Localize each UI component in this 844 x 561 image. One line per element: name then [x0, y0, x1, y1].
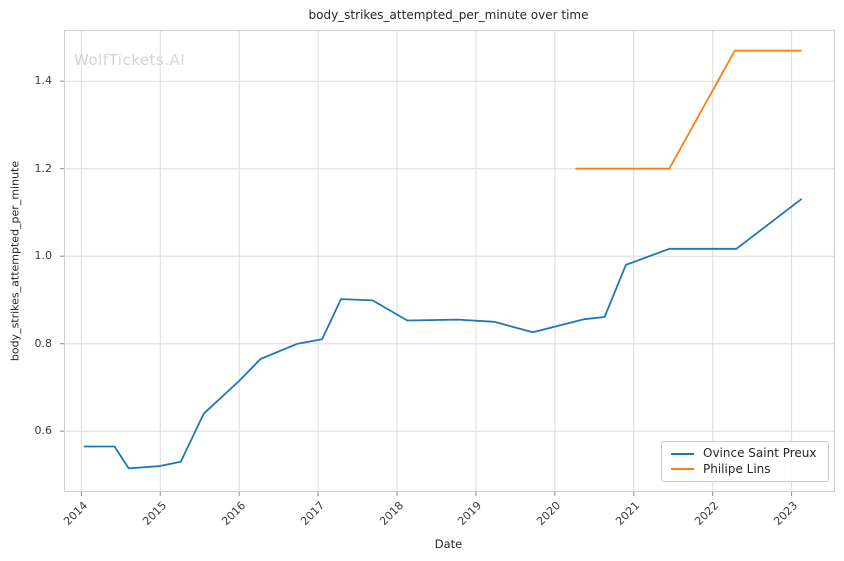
y-tick-label: 0.6	[34, 424, 53, 438]
plot-border	[63, 30, 835, 492]
plot-svg	[59, 30, 835, 496]
x-tick-label: 2019	[455, 499, 485, 528]
y-tick-label: 0.8	[34, 336, 53, 350]
y-tick-label: 1.4	[34, 74, 53, 88]
legend-item: Philipe Lins	[671, 462, 819, 477]
legend-line-swatch	[671, 468, 694, 471]
watermark: WolfTickets.AI	[74, 51, 186, 69]
legend-label: Philipe Lins	[703, 461, 771, 476]
legend-label: Ovince Saint Preux	[703, 446, 817, 461]
x-tick-label: 2016	[218, 499, 248, 528]
x-axis-label: Date	[434, 537, 463, 551]
x-tick-label: 2023	[771, 499, 801, 528]
x-tick-label: 2020	[534, 499, 564, 528]
series-line-1	[574, 49, 802, 170]
legend: Ovince Saint Preux Philipe Lins	[661, 441, 829, 482]
x-tick-label: 2022	[692, 499, 722, 528]
legend-item: Ovince Saint Preux	[671, 446, 819, 461]
x-tick-label: 2017	[297, 499, 327, 528]
x-tick-label: 2015	[139, 499, 169, 528]
series-line-0	[83, 198, 802, 470]
y-tick-label: 1.0	[34, 249, 53, 263]
y-axis-label: body_strikes_attempted_per_minute	[8, 160, 22, 362]
y-tick-label: 1.2	[34, 161, 53, 175]
x-tick-label: 2018	[376, 499, 406, 528]
legend-line-swatch	[671, 452, 694, 455]
x-tick-label: 2014	[61, 499, 91, 528]
x-tick-label: 2021	[613, 499, 643, 528]
chart-title: body_strikes_attempted_per_minute over t…	[308, 8, 589, 22]
